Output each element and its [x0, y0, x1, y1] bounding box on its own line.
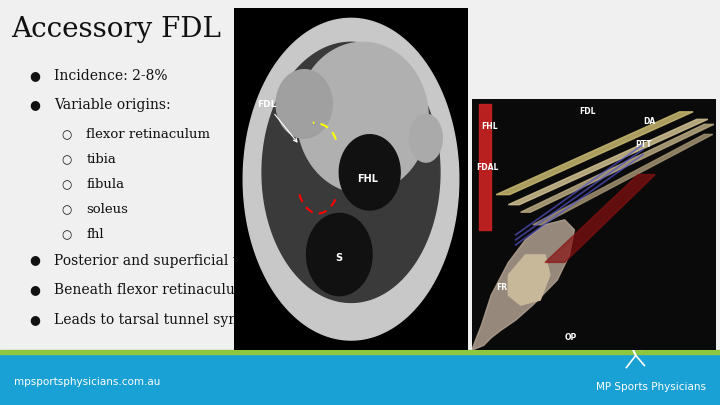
Polygon shape — [472, 220, 575, 350]
Polygon shape — [521, 124, 714, 212]
Polygon shape — [243, 18, 459, 340]
Polygon shape — [496, 112, 693, 195]
Text: FR: FR — [496, 283, 507, 292]
Text: MP Sports Physicians: MP Sports Physicians — [595, 382, 706, 392]
Text: ○: ○ — [61, 128, 71, 141]
Polygon shape — [339, 135, 400, 210]
Polygon shape — [276, 70, 332, 138]
Text: S: S — [336, 253, 343, 263]
Text: Incidence: 2-8%: Incidence: 2-8% — [54, 69, 168, 83]
Text: ●: ● — [29, 283, 40, 296]
Text: ○: ○ — [61, 203, 71, 216]
Circle shape — [621, 332, 639, 342]
Text: mpsportsphysicians.com.au: mpsportsphysicians.com.au — [14, 377, 161, 387]
Text: Beneath flexor retinaculum through tarsal tunnel: Beneath flexor retinaculum through tarsa… — [54, 283, 404, 297]
Polygon shape — [479, 104, 491, 230]
Text: PTT: PTT — [636, 140, 652, 149]
Text: ●: ● — [29, 69, 40, 82]
Text: Accessory FDL: Accessory FDL — [11, 16, 220, 43]
Text: fibula: fibula — [86, 178, 125, 191]
Text: FHL: FHL — [482, 122, 498, 131]
Polygon shape — [297, 43, 428, 193]
Text: fhl: fhl — [86, 228, 104, 241]
Text: soleus: soleus — [86, 203, 128, 216]
Text: DA: DA — [643, 117, 655, 126]
Bar — [0, 350, 720, 354]
Text: ○: ○ — [61, 153, 71, 166]
Text: Posterior and superficial to tibial nerve: Posterior and superficial to tibial nerv… — [54, 254, 332, 268]
Text: tibia: tibia — [86, 153, 116, 166]
Text: Variable origins:: Variable origins: — [54, 98, 171, 113]
Text: FDL: FDL — [580, 107, 596, 116]
Polygon shape — [234, 8, 468, 350]
Text: Leads to tarsal tunnel syndrome, FHL tenosynovitis: Leads to tarsal tunnel syndrome, FHL ten… — [54, 313, 420, 327]
Text: FHL: FHL — [357, 174, 378, 184]
Text: ●: ● — [29, 313, 40, 326]
Polygon shape — [508, 119, 708, 205]
Text: FDL: FDL — [258, 100, 297, 142]
Text: ●: ● — [29, 254, 40, 266]
Polygon shape — [472, 99, 716, 350]
Text: ●: ● — [29, 98, 40, 111]
Polygon shape — [307, 213, 372, 296]
Text: flexor retinaculum: flexor retinaculum — [86, 128, 210, 141]
Polygon shape — [545, 175, 655, 262]
Polygon shape — [508, 255, 550, 305]
Polygon shape — [262, 43, 440, 303]
Text: FDAL: FDAL — [477, 162, 499, 172]
Polygon shape — [410, 114, 442, 162]
Text: ○: ○ — [61, 228, 71, 241]
Text: OP: OP — [564, 333, 577, 342]
Polygon shape — [533, 134, 713, 225]
Text: ○: ○ — [61, 178, 71, 191]
Bar — [0, 354, 720, 405]
